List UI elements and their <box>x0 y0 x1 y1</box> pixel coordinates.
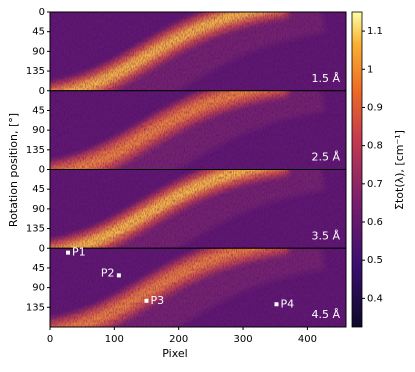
y-tick-label: 135 <box>26 145 45 156</box>
y-tick-label: 135 <box>26 224 45 235</box>
colorbar-tick-label: 1.1 <box>367 26 383 37</box>
panel-label: 1.5 Å <box>311 72 340 85</box>
x-axis-label: Pixel <box>162 347 187 360</box>
colorbar <box>351 11 363 328</box>
x-tick-label: 200 <box>169 334 188 345</box>
colorbar-tick-label: 0.8 <box>367 141 383 152</box>
heatmap-panel: 4.5 Å <box>49 247 347 328</box>
panel-label: 4.5 Å <box>311 308 340 321</box>
y-tick-label: 45 <box>32 105 45 116</box>
y-tick-label: 0 <box>39 86 45 97</box>
panel-image <box>50 169 346 249</box>
colorbar-tick-label: 0.9 <box>367 102 383 113</box>
y-tick-label: 0 <box>39 165 45 176</box>
x-tick-label: 0 <box>47 334 53 345</box>
colorbar-tick-label: 0.7 <box>367 179 383 190</box>
y-tick-label: 0 <box>39 243 45 254</box>
y-tick-label: 45 <box>32 27 45 38</box>
point-label: P3 <box>151 294 165 307</box>
y-tick-label: 135 <box>26 66 45 77</box>
colorbar-tick-label: 1 <box>367 64 373 75</box>
point-marker <box>144 298 149 303</box>
point-marker <box>116 273 121 278</box>
panel-label: 3.5 Å <box>311 229 340 242</box>
panel-image <box>50 12 346 91</box>
colorbar-label: Σtot(λ), [cm⁻¹] <box>393 130 406 210</box>
y-tick-label: 45 <box>32 184 45 195</box>
colorbar-tick-label: 0.5 <box>367 255 383 266</box>
point-label: P1 <box>72 246 86 259</box>
x-tick-label: 400 <box>298 334 317 345</box>
point-marker <box>274 302 279 307</box>
noise <box>50 169 346 249</box>
panel-image <box>50 248 346 327</box>
heatmap-panel: 2.5 Å <box>49 90 347 170</box>
y-tick-label: 45 <box>32 263 45 274</box>
noise <box>50 90 346 170</box>
point-label: P2 <box>101 266 115 279</box>
point-marker <box>66 250 71 255</box>
panel-label: 2.5 Å <box>311 151 340 164</box>
x-tick-label: 300 <box>233 334 252 345</box>
y-axis-label: Rotation position, [°] <box>7 113 20 227</box>
y-tick-label: 90 <box>32 283 45 294</box>
point-label: P4 <box>281 297 295 310</box>
colorbar-tick-label: 0.4 <box>367 293 383 304</box>
noise <box>50 248 346 327</box>
colorbar-tick-label: 0.6 <box>367 217 383 228</box>
plot-area: 1.5 Å 2.5 Å 3.5 Å 4.5 Å <box>49 11 347 328</box>
heatmap-panel: 1.5 Å <box>49 11 347 92</box>
x-tick-label: 100 <box>105 334 124 345</box>
y-tick-label: 90 <box>32 125 45 136</box>
noise <box>50 12 346 91</box>
y-tick-label: 0 <box>39 7 45 18</box>
y-tick-label: 135 <box>26 302 45 313</box>
heatmap-panel: 3.5 Å <box>49 169 347 249</box>
y-tick-label: 90 <box>32 46 45 57</box>
y-tick-label: 90 <box>32 204 45 215</box>
panel-image <box>50 90 346 170</box>
